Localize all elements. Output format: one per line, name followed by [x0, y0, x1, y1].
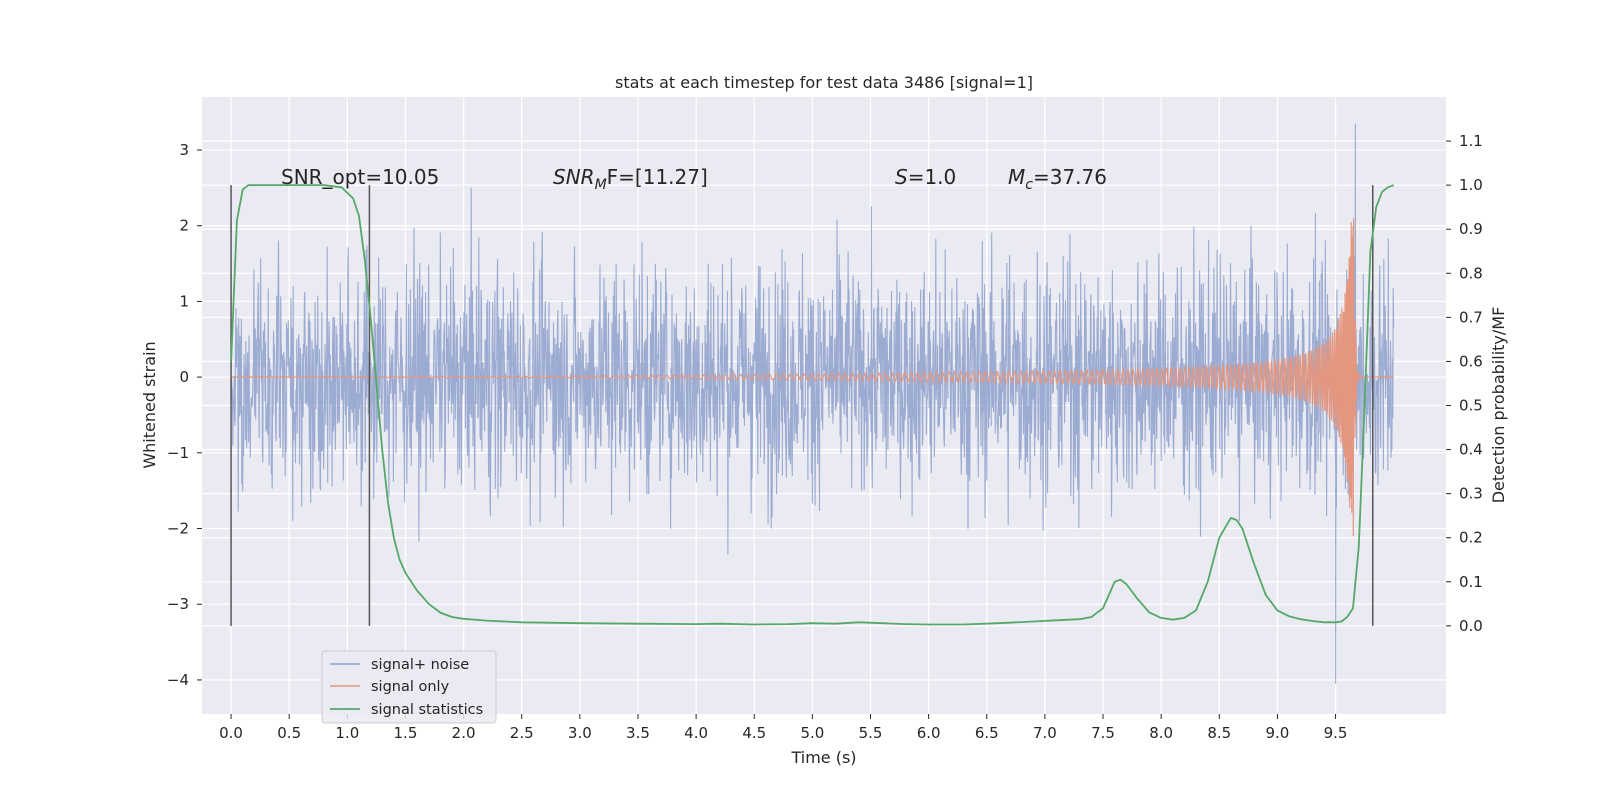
series-signal-only [231, 218, 1394, 537]
y2-tick-label: 0.5 [1459, 397, 1483, 415]
annotation-snr-mf: SNRMF=[11.27] [553, 165, 708, 193]
x-tick-label: 2.0 [452, 724, 476, 742]
y2-tick-label: 0.9 [1459, 220, 1483, 238]
ticks: 0.0 0.5 1.0 1.5 2.0 2.5 3.0 3.5 4.0 4.5 5.0 5.5 6.0 6… [167, 132, 1483, 742]
chart-title: stats at each timestep for test data 348… [615, 73, 1033, 92]
y-tick-label: −1 [167, 444, 189, 462]
x-tick-label: 8.0 [1149, 724, 1173, 742]
y2-tick-label: 0.1 [1459, 573, 1483, 591]
plot-layer [230, 123, 1395, 684]
legend: signal+ noise signal only signal statist… [321, 650, 497, 724]
y2-tick-label: 0.6 [1459, 352, 1483, 370]
vertical-markers [230, 185, 1374, 626]
y-tick-label: −2 [167, 520, 189, 538]
y2-tick-label: 0.0 [1459, 617, 1483, 635]
y2-tick-label: 0.4 [1459, 441, 1483, 459]
y2-tick-label: 0.2 [1459, 529, 1483, 547]
x-tick-label: 0.0 [219, 724, 243, 742]
x-tick-label: 4.0 [684, 724, 708, 742]
x-tick-label: 7.5 [1091, 724, 1115, 742]
x-axis-label: Time (s) [790, 748, 856, 767]
x-tick-label: 5.0 [800, 724, 824, 742]
y2-tick-label: 0.7 [1459, 308, 1483, 326]
y2-axis-label: Detection probability/MF [1489, 307, 1508, 504]
y-tick-label: −3 [167, 595, 189, 613]
y-tick-label: 1 [179, 292, 189, 310]
x-tick-label: 3.5 [626, 724, 650, 742]
x-tick-label: 7.0 [1033, 724, 1057, 742]
x-tick-label: 3.0 [568, 724, 592, 742]
x-tick-label: 0.5 [277, 724, 301, 742]
legend-label-signal-only: signal only [371, 679, 450, 695]
signal-statistics-line [230, 184, 1395, 626]
annotations: SNR_opt=10.05 SNRMF=[11.27] S=1.0 Mc=37.… [281, 165, 1107, 193]
annotation-snr-opt: SNR_opt=10.05 [281, 165, 439, 189]
annotation-mc: Mc=37.76 [1008, 165, 1107, 193]
x-tick-label: 4.5 [742, 724, 766, 742]
legend-label-signal-statistics: signal statistics [371, 702, 483, 718]
x-tick-label: 1.0 [335, 724, 359, 742]
x-tick-label: 6.5 [975, 724, 999, 742]
y2-tick-label: 0.3 [1459, 485, 1483, 503]
y2-tick-label: 1.1 [1459, 132, 1483, 150]
y-tick-label: 3 [179, 141, 189, 159]
x-tick-label: 5.5 [859, 724, 883, 742]
y-axis-label: Whitened strain [140, 341, 159, 468]
legend-box [321, 650, 497, 724]
y-tick-label: 0 [179, 368, 189, 386]
series-signal-statistics [230, 184, 1395, 626]
legend-label-signal-plus-noise: signal+ noise [371, 657, 469, 673]
x-tick-label: 1.5 [394, 724, 418, 742]
y-tick-label: 2 [179, 217, 189, 235]
x-tick-label: 8.5 [1207, 724, 1231, 742]
signal-only-line [231, 218, 1394, 537]
x-tick-label: 6.0 [917, 724, 941, 742]
y2-tick-label: 0.8 [1459, 264, 1483, 282]
y2-tick-label: 1.0 [1459, 176, 1483, 194]
x-tick-label: 9.0 [1265, 724, 1289, 742]
x-tick-label: 2.5 [510, 724, 534, 742]
y-tick-label: −4 [167, 671, 189, 689]
x-tick-label: 9.5 [1324, 724, 1348, 742]
annotation-s: S=1.0 [895, 165, 956, 189]
